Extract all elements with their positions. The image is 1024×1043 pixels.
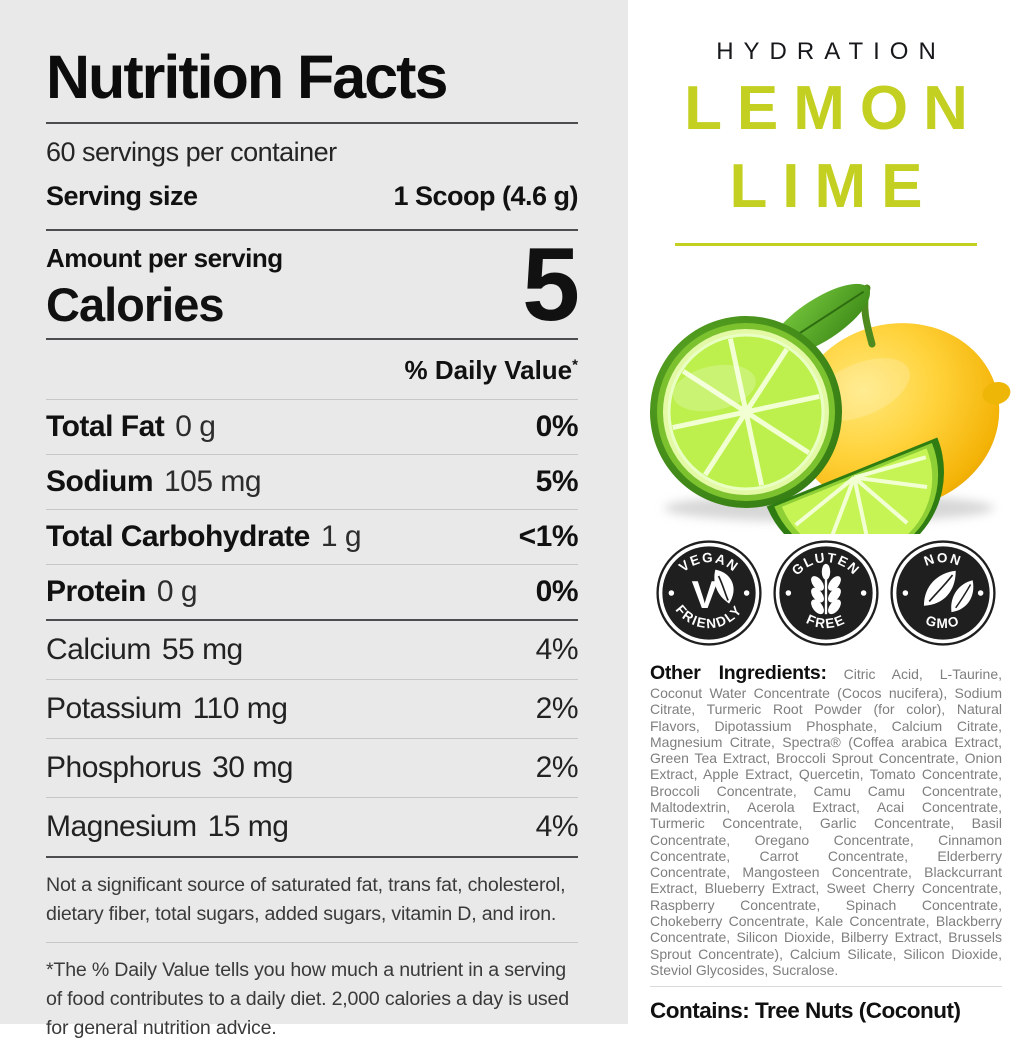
flavor-underline — [675, 243, 977, 247]
leaves-glyph — [923, 570, 974, 613]
daily-value-cell: 4% — [535, 810, 579, 844]
nutrient-cell: Total Carbohydrate 1 g — [46, 520, 362, 554]
nutrient-cell: Protein 0 g — [46, 575, 198, 609]
nutrition-facts-title: Nutrition Facts — [46, 43, 448, 111]
fruit-image-wrap — [628, 248, 1024, 565]
flavor-name-line2: LIME — [729, 152, 938, 222]
servings-per-container: 60 servings per container — [46, 137, 337, 168]
certification-badges: VEGAN FRIENDLY V GLUTEN FREE — [628, 540, 1024, 646]
table-row: Phosphorus 30 mg 2% — [46, 739, 579, 799]
badge-top-text: NON — [922, 550, 962, 569]
nutrient-cell: Sodium 105 mg — [46, 465, 262, 499]
nutrient-cell: Total Fat 0 g — [46, 410, 216, 444]
product-category: HYDRATION — [716, 38, 946, 65]
badge-bottom-text: GMO — [924, 613, 961, 631]
divider — [46, 399, 578, 401]
daily-value-cell: 2% — [535, 692, 579, 726]
daily-value-asterisk: * — [572, 356, 578, 374]
mineral-rows: Calcium 55 mg 4% Potassium 110 mg 2% Phosp… — [46, 621, 579, 856]
daily-value-cell: 5% — [535, 465, 579, 499]
serving-size-label: Serving size — [46, 181, 198, 212]
calories-labels: Amount per serving Calories — [46, 243, 283, 332]
amount-per-serving-label: Amount per serving — [46, 243, 283, 274]
badge-bottom-text: FREE — [804, 612, 846, 632]
daily-value-cell: 0% — [535, 575, 579, 609]
nutrient-cell: Potassium 110 mg — [46, 692, 288, 726]
daily-value-cell: 2% — [535, 751, 579, 785]
table-row: Calcium 55 mg 4% — [46, 621, 579, 681]
svg-text:V: V — [692, 574, 718, 617]
other-ingredients-text: Citric Acid, L-Taurine, Coconut Water Co… — [650, 666, 1002, 978]
table-row: Potassium 110 mg 2% — [46, 680, 579, 740]
allergen-statement: Contains: Tree Nuts (Coconut) — [650, 986, 1002, 1024]
other-ingredients: Other Ingredients: Citric Acid, L-Taurin… — [650, 662, 1002, 978]
daily-value-cell: 0% — [535, 410, 579, 444]
calories-block: Amount per serving Calories 5 — [46, 227, 580, 344]
other-ingredients-label: Other Ingredients: — [650, 662, 827, 685]
lemon-lime-photo-icon — [650, 284, 1011, 565]
lime-wedge-icon — [766, 437, 944, 565]
vegan-friendly-badge-icon: VEGAN FRIENDLY V — [656, 540, 762, 646]
footnote-not-significant: Not a significant source of saturated fa… — [46, 874, 566, 926]
divider — [46, 338, 578, 341]
calories-value: 5 — [522, 227, 580, 344]
table-row: Magnesium 15 mg 4% — [46, 798, 579, 856]
nutrient-cell: Calcium 55 mg — [46, 633, 243, 667]
table-row: Total Carbohydrate 1 g <1% — [46, 510, 579, 566]
table-row: Sodium 105 mg 5% — [46, 455, 579, 511]
macro-rows: Total Fat 0 g 0% Sodium 105 mg 5% Total Ca… — [46, 400, 579, 619]
daily-value-cell: <1% — [518, 520, 579, 554]
nutrient-cell: Magnesium 15 mg — [46, 810, 289, 844]
svg-text:NON: NON — [922, 550, 964, 569]
daily-value-header: % Daily Value* — [46, 355, 579, 386]
wheat-glyph — [811, 564, 841, 615]
gluten-free-badge-icon: GLUTEN FREE — [773, 540, 879, 646]
divider — [46, 229, 578, 232]
svg-text:GMO: GMO — [924, 613, 962, 631]
nutrition-facts-panel: Nutrition Facts 60 servings per containe… — [0, 0, 628, 1039]
footnote-daily-value: *The % Daily Value tells you how much a … — [46, 959, 569, 1040]
daily-value-text: % Daily Value — [404, 355, 573, 386]
serving-size-row: Serving size 1 Scoop (4.6 g) — [46, 181, 578, 229]
daily-value-cell: 4% — [535, 633, 579, 667]
lime-half-icon — [650, 316, 842, 509]
calories-label: Calories — [46, 278, 224, 332]
svg-text:FREE: FREE — [804, 612, 848, 632]
divider — [46, 942, 578, 944]
serving-size-value: 1 Scoop (4.6 g) — [393, 181, 578, 212]
table-row: Total Fat 0 g 0% — [46, 400, 579, 456]
brand-panel: HYDRATION LEMON LIME — [628, 0, 1024, 1024]
flavor-name-line1: LEMON — [684, 74, 983, 143]
divider — [46, 619, 578, 622]
table-row: Protein 0 g 0% — [46, 565, 579, 619]
divider — [46, 122, 578, 125]
non-gmo-badge-icon: NON GMO — [890, 540, 996, 646]
nutrient-cell: Phosphorus 30 mg — [46, 751, 293, 785]
divider — [46, 856, 578, 859]
